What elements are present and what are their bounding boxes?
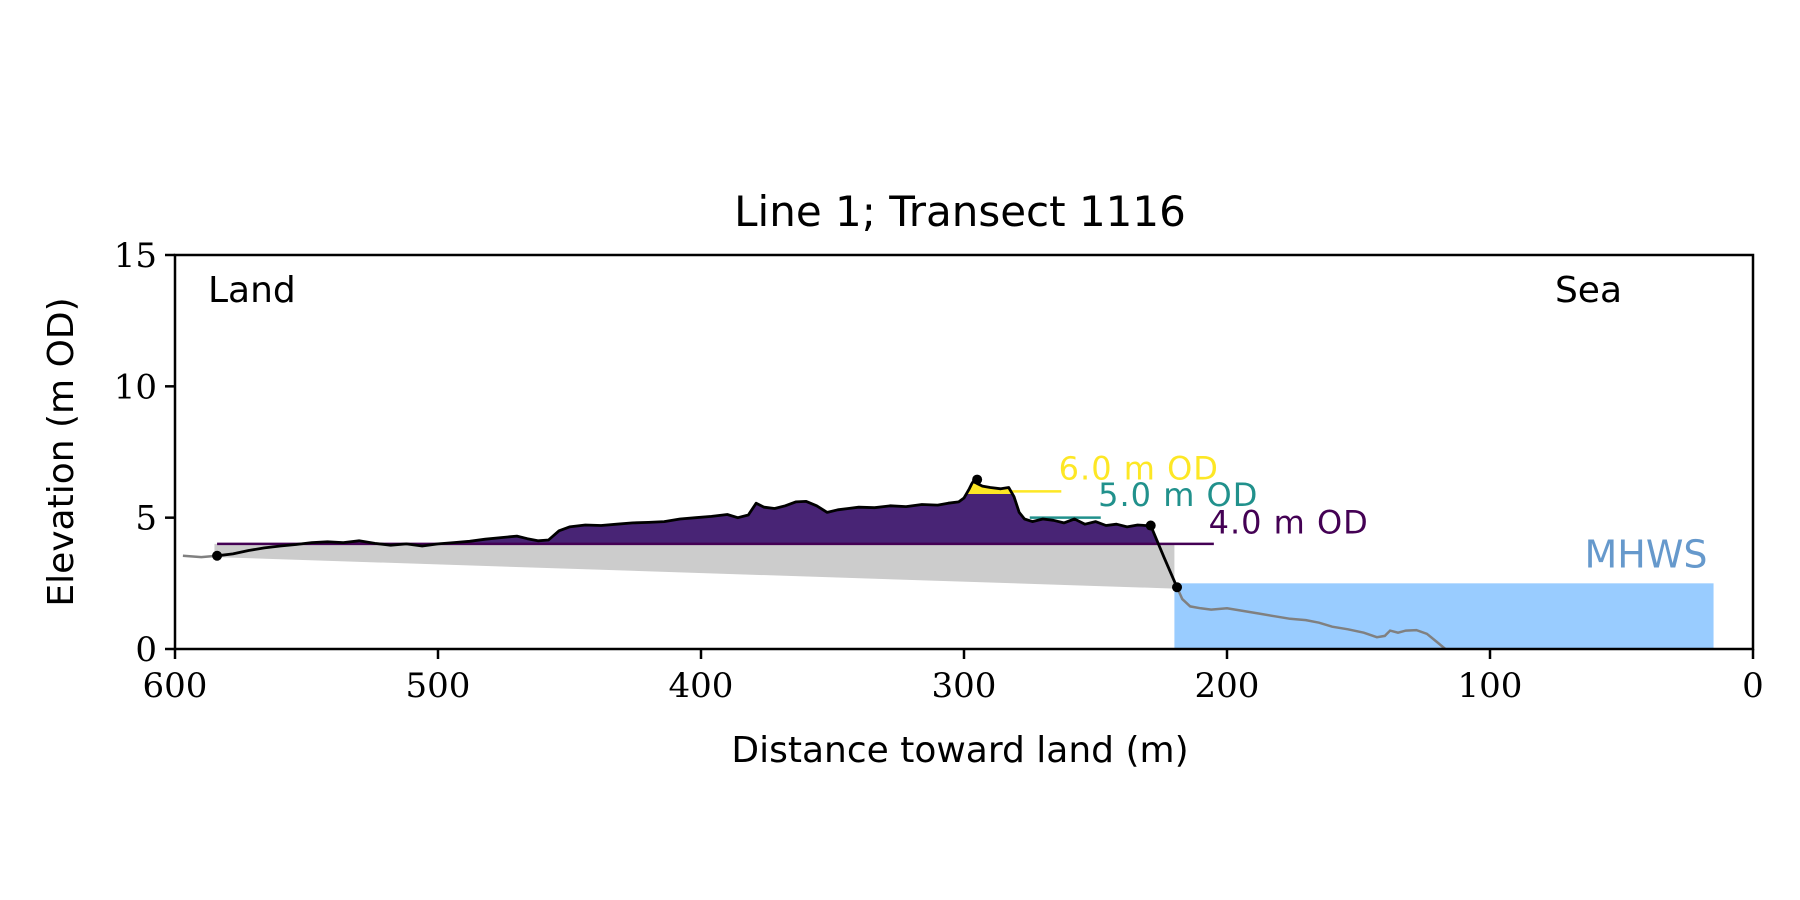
level-label-4: 4.0 m OD bbox=[1209, 503, 1369, 541]
key-point-3 bbox=[1172, 582, 1183, 593]
land-annotation: Land bbox=[208, 270, 296, 311]
level-label-5: 5.0 m OD bbox=[1098, 476, 1258, 514]
chart-fills bbox=[214, 479, 1714, 649]
y-tick-label-10: 10 bbox=[114, 367, 157, 407]
offshore-profile-line bbox=[1175, 586, 1447, 650]
y-tick-label-15: 15 bbox=[114, 236, 157, 276]
x-tick-label-500: 500 bbox=[406, 666, 471, 706]
base-fill bbox=[214, 543, 1175, 589]
key-point-1 bbox=[972, 474, 983, 485]
x-tick-label-0: 0 bbox=[1742, 666, 1764, 706]
chart-marks: MHWS 4.0 m OD5.0 m OD6.0 m OD bbox=[212, 450, 1708, 593]
mhws-area bbox=[1174, 583, 1714, 649]
level-4-fill bbox=[300, 479, 1159, 544]
y-axis-label: Elevation (m OD) bbox=[41, 297, 82, 606]
y-tick-label-5: 5 bbox=[135, 499, 157, 539]
x-tick-label-300: 300 bbox=[932, 666, 997, 706]
x-tick-label-100: 100 bbox=[1458, 666, 1523, 706]
level-label-6: 6.0 m OD bbox=[1059, 450, 1219, 488]
landward-tail-line bbox=[182, 554, 218, 559]
x-tick-label-400: 400 bbox=[669, 666, 734, 706]
chart-title: Line 1; Transect 1116 bbox=[734, 187, 1186, 236]
chart-lines bbox=[182, 478, 1447, 650]
x-axis-label: Distance toward land (m) bbox=[731, 730, 1188, 771]
x-tick-label-600: 600 bbox=[143, 666, 208, 706]
axis-ticks: 600 500 400 300 200 100 0 0 5 10 15 bbox=[114, 236, 1764, 706]
profile-line bbox=[216, 478, 1179, 588]
key-point-0 bbox=[212, 550, 223, 561]
mhws-label: MHWS bbox=[1584, 532, 1707, 576]
key-point-2 bbox=[1145, 520, 1156, 531]
y-tick-label-0: 0 bbox=[135, 630, 157, 670]
x-tick-label-200: 200 bbox=[1195, 666, 1260, 706]
sea-annotation: Sea bbox=[1555, 270, 1622, 311]
